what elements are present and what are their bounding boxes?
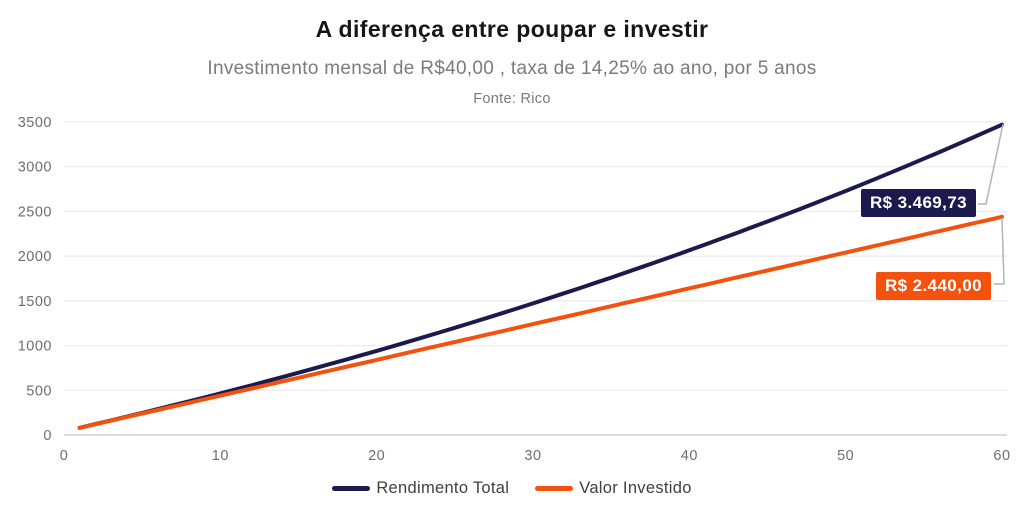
series-line-valor-investido	[77, 214, 1004, 430]
legend-label-rendimento: Rendimento Total	[376, 479, 510, 497]
x-tick-label-60: 60	[993, 448, 1010, 464]
legend-swatch-investido	[535, 486, 574, 491]
y-tick-label-2500: 2500	[18, 204, 52, 220]
data-series-lines	[77, 122, 1004, 430]
legend: Rendimento Total Valor Investido	[0, 479, 1024, 498]
chart-subtitle: Investimento mensal de R$40,00 , taxa de…	[207, 58, 817, 79]
y-tick-label-3500: 3500	[18, 115, 52, 131]
value-label-rendimento: R$ 3.469,73	[860, 189, 976, 217]
axis-tick-labels: 0 500 1000 1500 2000 2500 3000 3500 0 10 20 30 40 50 6…	[18, 115, 1010, 464]
legend-swatch-rendimento	[332, 486, 371, 491]
chart-source: Fonte: Rico	[473, 91, 551, 107]
callout-line-rendimento	[978, 123, 1004, 205]
y-tick-label-3000: 3000	[18, 160, 52, 176]
x-tick-label-30: 30	[524, 448, 541, 464]
legend-label-investido: Valor Investido	[579, 479, 692, 497]
legend-item-rendimento: Rendimento Total	[332, 479, 509, 498]
chart-title: A diferença entre poupar e investir	[315, 16, 709, 42]
y-tick-label-1000: 1000	[18, 339, 52, 355]
callout-line-investido	[994, 217, 1005, 285]
x-tick-label-40: 40	[681, 448, 698, 464]
x-tick-label-20: 20	[368, 448, 385, 464]
y-tick-label-1500: 1500	[18, 294, 52, 310]
series-line-rendimento-total	[77, 122, 1004, 430]
y-tick-label-2000: 2000	[18, 249, 52, 265]
gridlines	[64, 121, 1007, 436]
x-tick-label-0: 0	[60, 448, 69, 464]
legend-item-investido: Valor Investido	[535, 479, 691, 498]
value-label-investido: R$ 2.440,00	[875, 272, 991, 300]
y-tick-label-500: 500	[26, 383, 52, 399]
x-tick-label-50: 50	[837, 448, 854, 464]
x-tick-label-10: 10	[212, 448, 229, 464]
y-tick-label-0: 0	[43, 428, 52, 444]
